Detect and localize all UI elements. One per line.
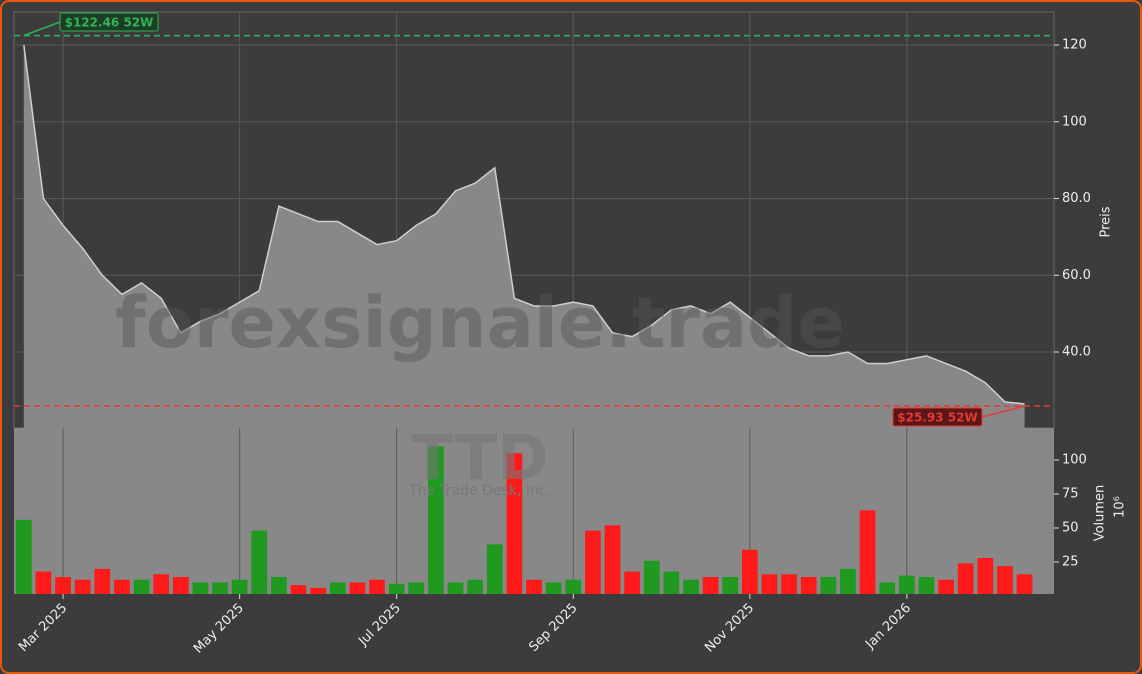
annotation-label: $25.93 52W	[897, 411, 977, 425]
volume-bar	[133, 579, 150, 594]
volume-bar	[231, 579, 248, 594]
volume-bar	[545, 582, 562, 594]
annotation-label: $122.46 52W	[65, 16, 154, 30]
y-axis-label: Volumen	[1093, 485, 1108, 542]
y-tick-label: 80.0	[1062, 191, 1091, 206]
watermark: TTD	[411, 421, 548, 494]
price-line	[23, 44, 1025, 405]
volume-bar	[153, 574, 170, 594]
volume-bar	[74, 579, 91, 594]
volume-bar	[55, 576, 71, 594]
volume-bar	[329, 582, 346, 594]
annotation-box	[59, 12, 159, 32]
volume-bar	[879, 582, 896, 594]
marks	[14, 34, 1054, 594]
volume-bar	[702, 576, 719, 594]
y-tick-label: 40.0	[1062, 345, 1091, 360]
volume-bar	[388, 583, 405, 594]
y-axis-scale: 10⁶	[1113, 496, 1128, 518]
y-tick-label: 50	[1062, 521, 1079, 536]
volume-bar	[918, 576, 935, 594]
volume-bar	[585, 530, 601, 594]
grid	[14, 12, 1054, 594]
volume-bar	[428, 446, 444, 594]
volume-bar	[172, 576, 189, 594]
volume-bar	[212, 582, 228, 594]
volume-bar	[957, 563, 974, 594]
volume-panel	[14, 428, 1054, 594]
y-tick-label: 120	[1062, 38, 1087, 53]
volume-bar	[643, 560, 660, 594]
volume-bar	[486, 544, 503, 594]
volume-bar	[447, 582, 464, 594]
volume-bar	[251, 530, 268, 594]
volume-bar	[761, 574, 778, 594]
volume-bar	[663, 571, 680, 594]
y-tick-label: 60.0	[1062, 268, 1091, 283]
volume-bar	[997, 566, 1013, 594]
volume-bar	[820, 576, 837, 594]
volume-bar	[526, 579, 542, 594]
volume-bar	[977, 557, 994, 594]
volume-bar	[467, 579, 483, 594]
volume-bar	[859, 510, 876, 594]
annotation-arrow	[981, 405, 1025, 418]
price-area	[23, 45, 1025, 428]
watermark: forexsignale.trade	[115, 282, 844, 364]
volume-bar	[781, 574, 797, 594]
volume-bar	[800, 576, 817, 594]
y-tick-label: 75	[1062, 486, 1079, 501]
volume-bar	[624, 571, 640, 594]
volume-bar	[565, 579, 582, 594]
y-axis-label: Preis	[1099, 206, 1114, 237]
volume-bar	[898, 575, 915, 594]
volume-bar	[35, 571, 52, 594]
volume-bar	[742, 549, 758, 594]
y-tick-label: 100	[1062, 114, 1087, 129]
volume-bar	[114, 579, 130, 594]
annotation-box	[892, 407, 983, 427]
volume-bar	[1016, 574, 1033, 594]
volume-bar	[840, 568, 856, 594]
volume-bar	[290, 585, 307, 594]
volume-bar	[408, 582, 425, 594]
volume-bar	[271, 576, 287, 594]
volume-bar	[369, 579, 385, 594]
volume-bar	[506, 453, 523, 594]
volume-bar	[722, 576, 739, 594]
volume-bar	[683, 579, 699, 594]
watermark: The Trade Desk, Inc.	[408, 483, 551, 499]
volume-bar	[938, 579, 954, 594]
volume-bar	[15, 519, 32, 594]
volume-bar	[604, 525, 621, 594]
volume-bar	[349, 582, 366, 594]
y-tick-label: 100	[1062, 452, 1087, 467]
volume-bar	[192, 582, 209, 594]
volume-bar	[94, 568, 111, 594]
y-tick-label: 25	[1062, 555, 1079, 570]
annotation-arrow	[23, 21, 61, 37]
volume-bar	[310, 587, 326, 594]
